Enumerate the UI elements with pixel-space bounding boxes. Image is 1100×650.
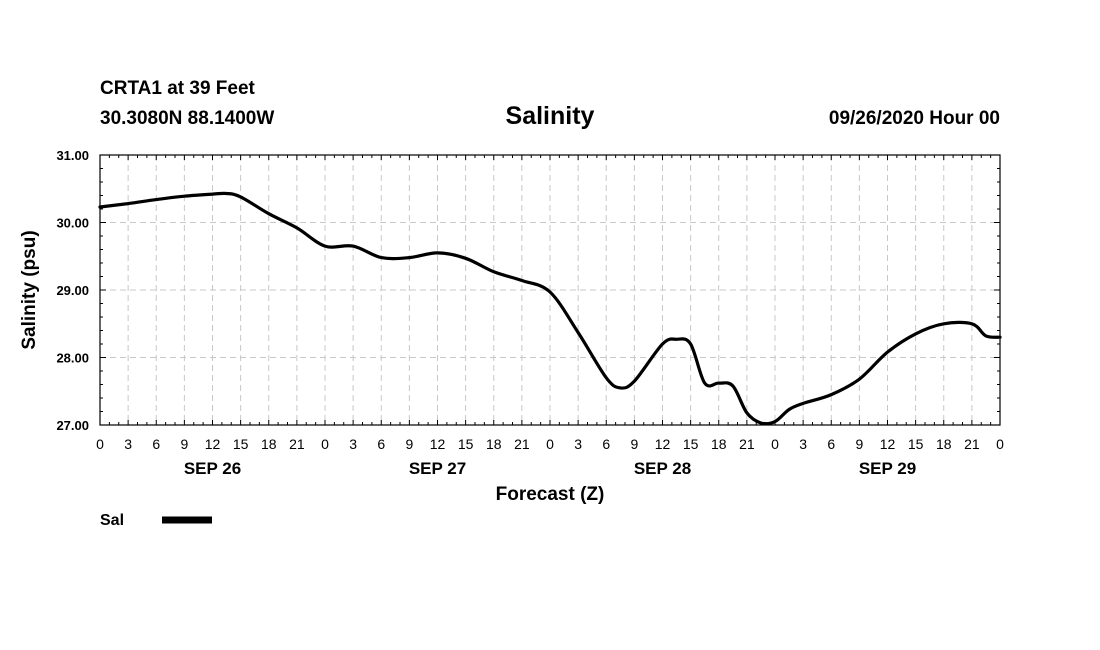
x-tick-label: 21: [289, 436, 305, 452]
x-tick-label: 12: [655, 436, 671, 452]
x-tick-label: 12: [205, 436, 221, 452]
y-tick-label: 28.00: [56, 351, 89, 366]
chart-title: Salinity: [506, 102, 595, 130]
x-tick-label: 21: [739, 436, 755, 452]
date-label: SEP 29: [859, 459, 916, 478]
date-label: SEP 28: [634, 459, 691, 478]
x-tick-label: 15: [233, 436, 249, 452]
x-tick-label: 15: [908, 436, 924, 452]
date-labels: SEP 26 SEP 27 SEP 28 SEP 29: [184, 459, 916, 478]
x-tick-label: 15: [458, 436, 474, 452]
x-tick-label: 0: [96, 436, 104, 452]
x-axis-label: Forecast (Z): [496, 484, 605, 505]
x-tick-label: 0: [546, 436, 554, 452]
x-tick-label: 3: [124, 436, 132, 452]
y-tick-label: 31.00: [56, 148, 89, 163]
series-line-sal: [98, 191, 1002, 426]
x-tick-label: 0: [771, 436, 779, 452]
x-tick-label: 6: [152, 436, 160, 452]
y-tick-label: 30.00: [56, 216, 89, 231]
x-tick-label: 21: [964, 436, 980, 452]
station-label: CRTA1 at 39 Feet: [100, 78, 256, 99]
x-axis: 0 3 6 9 12 15 18 21 0 3 6 9 12 15 18 21 0 3 6 9 12 15 18 21 0 3 6 9…: [96, 155, 1004, 452]
legend-label: Sal: [100, 512, 124, 529]
x-tick-label: 15: [683, 436, 699, 452]
x-tick-label: 6: [602, 436, 610, 452]
x-tick-label: 21: [514, 436, 530, 452]
x-tick-label: 18: [711, 436, 727, 452]
x-tick-label: 18: [261, 436, 277, 452]
y-axis: 27.00 28.00 29.00 30.00 31.00: [56, 148, 1000, 433]
x-tick-label: 3: [349, 436, 357, 452]
x-tick-label: 0: [996, 436, 1004, 452]
x-tick-label: 9: [630, 436, 638, 452]
date-label: SEP 26: [184, 459, 241, 478]
x-tick-label: 9: [180, 436, 188, 452]
x-tick-label: 9: [855, 436, 863, 452]
x-tick-label: 6: [827, 436, 835, 452]
y-axis-label: Salinity (psu): [19, 230, 40, 349]
x-tick-label: 12: [430, 436, 446, 452]
x-tick-label: 3: [799, 436, 807, 452]
run-time-label: 09/26/2020 Hour 00: [829, 108, 1000, 129]
grid-lines: [100, 155, 1000, 425]
date-label: SEP 27: [409, 459, 466, 478]
y-tick-label: 27.00: [56, 418, 89, 433]
x-tick-label: 18: [486, 436, 502, 452]
location-label: 30.3080N 88.1400W: [100, 108, 274, 129]
x-tick-label: 9: [405, 436, 413, 452]
x-tick-label: 0: [321, 436, 329, 452]
x-tick-label: 6: [377, 436, 385, 452]
x-tick-label: 18: [936, 436, 952, 452]
plot-frame: [99, 154, 1001, 426]
x-tick-label: 12: [880, 436, 896, 452]
x-tick-label: 3: [574, 436, 582, 452]
y-tick-label: 29.00: [56, 283, 89, 298]
